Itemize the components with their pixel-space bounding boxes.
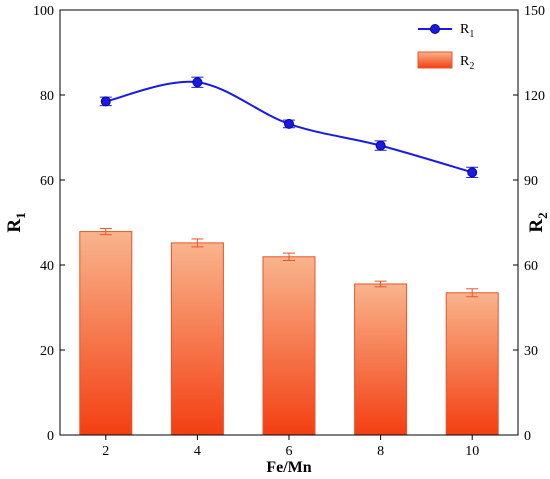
bars-layer bbox=[79, 227, 499, 436]
bar bbox=[354, 283, 408, 436]
bar-error-bar bbox=[466, 288, 479, 298]
x-tick-label: 8 bbox=[377, 444, 384, 459]
y-left-tick-label: 100 bbox=[33, 4, 54, 19]
y-left-tick-label: 60 bbox=[40, 174, 54, 189]
bar-error-bar bbox=[283, 252, 295, 261]
y-right-tick-label: 150 bbox=[524, 4, 545, 19]
y-right-tick-label: 90 bbox=[524, 174, 538, 189]
y-left-tick-label: 80 bbox=[40, 89, 54, 104]
y-right-tick-label: 60 bbox=[524, 259, 538, 274]
y-left-tick-label: 0 bbox=[47, 429, 54, 444]
data-point bbox=[467, 167, 478, 178]
data-point bbox=[192, 77, 203, 88]
legend-swatch-r2 bbox=[417, 51, 453, 69]
bar bbox=[262, 256, 316, 436]
y-left-tick-label: 40 bbox=[40, 259, 54, 274]
axes-layer: 0 20 40 60 80 100 0 30 60 90 120 150 2 4 6 8 10 Fe/Mn R1 R2 bbox=[4, 4, 550, 476]
x-tick-label: 10 bbox=[465, 444, 479, 459]
bar-error-bar bbox=[99, 227, 112, 236]
legend-label-r2: R2 bbox=[460, 54, 474, 72]
y-right-tick-label: 120 bbox=[524, 89, 545, 104]
legend: R1 R2 bbox=[417, 22, 474, 72]
data-point bbox=[100, 96, 111, 107]
y-right-tick-label: 0 bbox=[524, 429, 531, 444]
bar-error-bar bbox=[374, 280, 387, 288]
legend-marker-r1 bbox=[430, 24, 440, 34]
y-right-tick-label: 30 bbox=[524, 344, 538, 359]
legend-label-r1: R1 bbox=[460, 22, 474, 40]
x-tick-label: 4 bbox=[194, 444, 201, 459]
y-left-axis-title: R1 bbox=[4, 212, 28, 232]
bar-error-bar bbox=[191, 238, 204, 248]
legend-item-r2: R2 bbox=[417, 51, 474, 72]
x-tick-label: 2 bbox=[102, 444, 109, 459]
bar bbox=[79, 231, 133, 436]
bar bbox=[170, 242, 224, 436]
data-point bbox=[284, 118, 294, 129]
legend-item-r1: R1 bbox=[418, 22, 474, 40]
data-point bbox=[375, 140, 386, 151]
y-right-axis-title: R2 bbox=[526, 212, 550, 232]
line-layer bbox=[99, 76, 479, 178]
x-tick-label: 6 bbox=[286, 444, 293, 459]
y-left-tick-label: 20 bbox=[40, 344, 54, 359]
bar bbox=[445, 292, 499, 436]
x-axis-title: Fe/Mn bbox=[266, 459, 311, 476]
